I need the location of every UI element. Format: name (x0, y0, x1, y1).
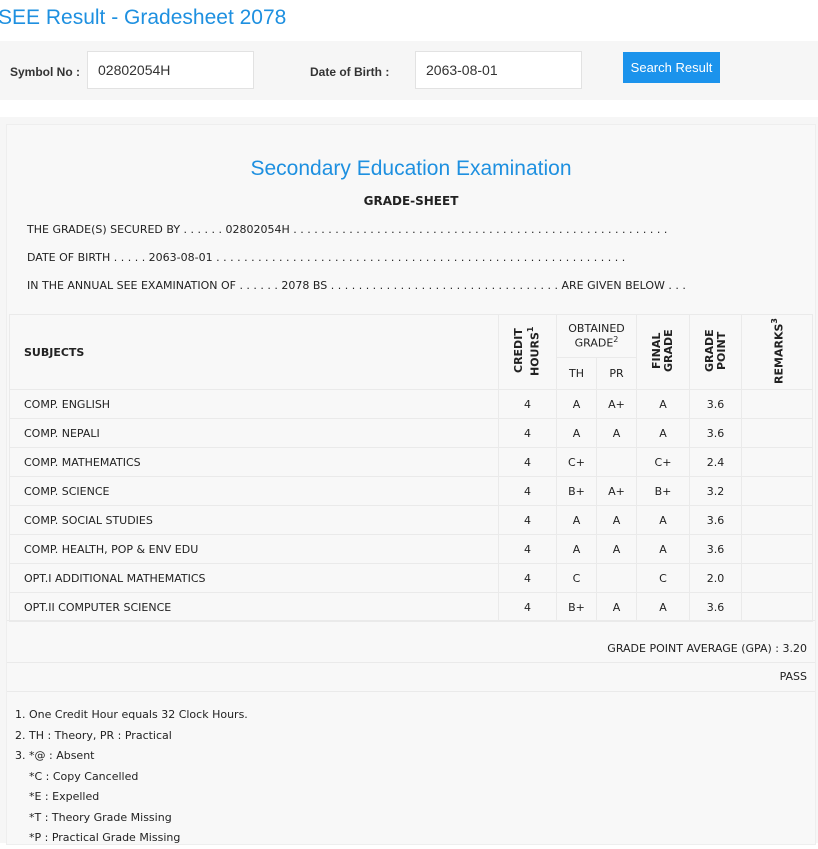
cell-subject: COMP. MATHEMATICS (9, 447, 499, 477)
search-bar: Symbol No : Date of Birth : Search Resul… (0, 41, 818, 100)
cell-gp: 3.6 (689, 592, 742, 622)
cell-remarks (741, 563, 813, 593)
cell-credit: 4 (498, 389, 557, 419)
secured-by-line: THE GRADE(S) SECURED BY . . . . . . 0280… (27, 223, 668, 236)
table-row: OPT.I ADDITIONAL MATHEMATICS 4 C C 2.0 (9, 563, 813, 593)
gradesheet: Secondary Education Examination GRADE-SH… (0, 117, 818, 845)
result-status: PASS (779, 670, 807, 683)
cell-th: C (556, 563, 597, 593)
cell-subject: COMP. HEALTH, POP & ENV EDU (9, 534, 499, 564)
cell-pr: A (596, 418, 637, 448)
symbol-input[interactable] (87, 51, 254, 89)
cell-subject: COMP. NEPALI (9, 418, 499, 448)
cell-gp: 3.6 (689, 389, 742, 419)
remarks-header: REMARKS3 (741, 314, 813, 390)
cell-remarks (741, 447, 813, 477)
cell-gp: 2.0 (689, 563, 742, 593)
cell-gp: 3.6 (689, 418, 742, 448)
footnote: *E : Expelled (15, 790, 100, 803)
cell-pr: A (596, 505, 637, 535)
cell-final: A (636, 389, 690, 419)
sheet-heading: Secondary Education Examination (250, 157, 572, 180)
cell-remarks (741, 389, 813, 419)
cell-remarks (741, 505, 813, 535)
gpa: GRADE POINT AVERAGE (GPA) : 3.20 (607, 642, 807, 655)
dob-input[interactable] (415, 51, 582, 89)
cell-subject: COMP. SCIENCE (9, 476, 499, 506)
obtained-header: OBTAINED GRADE2 (556, 314, 637, 358)
gp-header: GRADE POINT (689, 314, 742, 390)
cell-credit: 4 (498, 447, 557, 477)
cell-final: A (636, 505, 690, 535)
cell-th: B+ (556, 592, 597, 622)
cell-th: A (556, 534, 597, 564)
cell-th: C+ (556, 447, 597, 477)
cell-credit: 4 (498, 476, 557, 506)
cell-remarks (741, 476, 813, 506)
footnote: *T : Theory Grade Missing (15, 810, 172, 824)
dob-label: Date of Birth : (310, 65, 390, 79)
footnote: 3. *@ : Absent (15, 749, 95, 762)
table-row: COMP. ENGLISH 4 A A+ A 3.6 (9, 389, 813, 419)
table-row: OPT.II COMPUTER SCIENCE 4 B+ A A 3.6 (9, 592, 813, 622)
cell-subject: OPT.II COMPUTER SCIENCE (9, 592, 499, 622)
cell-th: A (556, 505, 597, 535)
cell-final: B+ (636, 476, 690, 506)
dob-line: DATE OF BIRTH . . . . . 2063-08-01 . . .… (27, 251, 626, 264)
cell-remarks (741, 418, 813, 448)
cell-final: C (636, 563, 690, 593)
cell-pr (596, 447, 637, 477)
table-row: COMP. HEALTH, POP & ENV EDU 4 A A A 3.6 (9, 534, 813, 564)
page-title: SEE Result - Gradesheet 2078 (0, 6, 287, 29)
cell-final: C+ (636, 447, 690, 477)
cell-pr (596, 563, 637, 593)
cell-final: A (636, 418, 690, 448)
cell-final: A (636, 592, 690, 622)
credit-header: CREDIT HOURS1 (498, 314, 557, 390)
search-result-button[interactable]: Search Result (623, 52, 720, 83)
footnote: *P : Practical Grade Missing (15, 831, 181, 844)
grades-table: SUBJECTS CREDIT HOURS1 OBTAINED GRADE2 F… (9, 314, 813, 622)
sheet-subheading: GRADE-SHEET (363, 194, 459, 208)
table-row: COMP. NEPALI 4 A A A 3.6 (9, 418, 813, 448)
exam-line: IN THE ANNUAL SEE EXAMINATION OF . . . .… (27, 279, 686, 292)
footnotes: 1. One Credit Hour equals 32 Clock Hours… (15, 705, 248, 849)
cell-credit: 4 (498, 592, 557, 622)
cell-gp: 3.2 (689, 476, 742, 506)
cell-credit: 4 (498, 418, 557, 448)
table-row: COMP. SOCIAL STUDIES 4 A A A 3.6 (9, 505, 813, 535)
cell-credit: 4 (498, 505, 557, 535)
table-row: COMP. SCIENCE 4 B+ A+ B+ 3.2 (9, 476, 813, 506)
table-row: COMP. MATHEMATICS 4 C+ C+ 2.4 (9, 447, 813, 477)
cell-pr: A+ (596, 389, 637, 419)
cell-remarks (741, 534, 813, 564)
cell-th: A (556, 389, 597, 419)
cell-pr: A (596, 534, 637, 564)
footnote: *C : Copy Cancelled (15, 769, 139, 783)
cell-gp: 3.6 (689, 534, 742, 564)
cell-subject: COMP. SOCIAL STUDIES (9, 505, 499, 535)
footnote: 2. TH : Theory, PR : Practical (15, 728, 172, 742)
cell-th: A (556, 418, 597, 448)
cell-subject: OPT.I ADDITIONAL MATHEMATICS (9, 563, 499, 593)
symbol-label: Symbol No : (10, 65, 81, 79)
subjects-header: SUBJECTS (9, 314, 499, 390)
th-header: TH (556, 357, 597, 390)
cell-credit: 4 (498, 534, 557, 564)
cell-credit: 4 (498, 563, 557, 593)
final-header: FINAL GRADE (636, 314, 690, 390)
cell-pr: A (596, 592, 637, 622)
cell-pr: A+ (596, 476, 637, 506)
cell-th: B+ (556, 476, 597, 506)
cell-subject: COMP. ENGLISH (9, 389, 499, 419)
cell-gp: 3.6 (689, 505, 742, 535)
cell-remarks (741, 592, 813, 622)
cell-gp: 2.4 (689, 447, 742, 477)
footnote: 1. One Credit Hour equals 32 Clock Hours… (15, 708, 248, 721)
cell-final: A (636, 534, 690, 564)
pr-header: PR (596, 357, 637, 390)
